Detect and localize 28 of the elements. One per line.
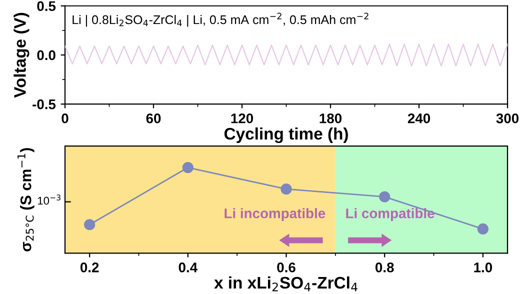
point: [379, 191, 390, 202]
y-axis-title: σ$_{25°C}$ (S cm$^{−1}$): [17, 148, 34, 252]
x-tick-label: 0.6: [277, 262, 296, 272]
x-tick-label: 1.0: [474, 262, 492, 272]
x-tick-label: 60: [146, 113, 161, 124]
text: 10$^{−3}$: [38, 194, 60, 205]
x-axis-title: x in xLi$_{2}$SO$_{4}$-ZrCl$_{4}$: [214, 276, 358, 292]
x-tick-label: 300: [496, 113, 519, 124]
line-series: [65, 44, 508, 66]
text: Li | 0.8Li$_{2}$SO$_{4}$-ZrCl$_{4}$ | Li, 0.5 mA cm$^{−2}$, 0.5 mAh cm$^{−2}$: [72, 12, 368, 27]
point: [280, 184, 292, 195]
point: [182, 162, 194, 174]
x-tick-label: 120: [231, 113, 254, 124]
x-tick-label: 240: [408, 113, 430, 124]
x-tick-label: 0.2: [80, 262, 99, 272]
point: [84, 219, 96, 230]
x-tick-label: 0: [62, 113, 68, 124]
x-tick-label: 0.4: [178, 262, 198, 272]
x-axis-title: Cycling time (h): [224, 127, 348, 144]
y-tick-label: 0.0: [37, 50, 56, 60]
band-label: Li incompatible: [224, 208, 326, 222]
y-tick-label: -0.5: [32, 99, 56, 110]
point: [477, 223, 488, 235]
x-tick-label: 0.8: [375, 262, 394, 272]
y-axis-title: Voltage (V): [14, 12, 30, 98]
x-tick-label: 180: [320, 113, 342, 124]
band-label: Li compatible: [346, 208, 434, 222]
y-tick-label: 0.5: [37, 1, 56, 12]
